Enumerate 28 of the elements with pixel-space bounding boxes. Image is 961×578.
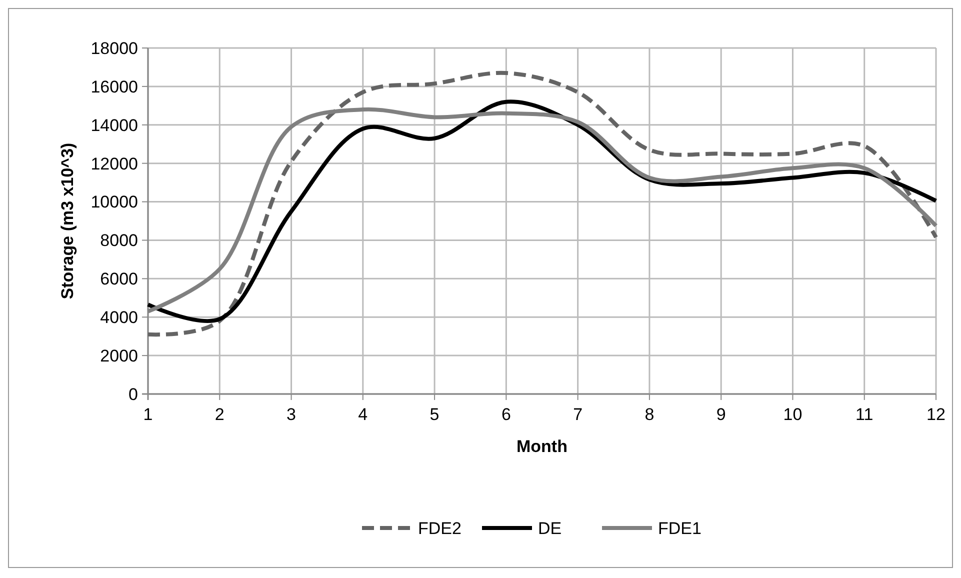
legend-label: DE bbox=[538, 518, 562, 538]
legend-label: FDE2 bbox=[418, 518, 462, 538]
y-axis-title: Storage (m3 x10^3) bbox=[58, 142, 77, 300]
x-tick-label: 4 bbox=[358, 405, 368, 424]
y-tick-label: 18000 bbox=[90, 38, 138, 58]
y-tick-label: 16000 bbox=[90, 77, 138, 96]
x-tick-label: 8 bbox=[644, 405, 654, 424]
x-tick-label: 1 bbox=[143, 405, 153, 424]
y-tick-label: 2000 bbox=[100, 346, 138, 366]
y-tick-label: 10000 bbox=[90, 192, 138, 212]
y-tick-label: 4000 bbox=[100, 308, 138, 328]
legend-label: FDE1 bbox=[658, 518, 702, 538]
x-axis-title: Month bbox=[516, 437, 568, 456]
x-tick-label: 2 bbox=[214, 405, 224, 424]
y-tick-label: 8000 bbox=[100, 231, 138, 250]
x-tick-label: 12 bbox=[926, 405, 946, 424]
x-tick-label: 10 bbox=[783, 405, 802, 424]
x-tick-label: 11 bbox=[856, 405, 874, 424]
x-tick-label: 5 bbox=[430, 405, 440, 424]
x-tick-label: 6 bbox=[501, 405, 511, 424]
y-tick-label: 12000 bbox=[90, 154, 138, 174]
y-tick-label: 0 bbox=[128, 384, 138, 404]
line-series bbox=[146, 70, 938, 337]
x-tick-label: 3 bbox=[286, 405, 296, 424]
x-tick-label: 9 bbox=[716, 405, 726, 424]
y-tick-label: 6000 bbox=[100, 270, 138, 289]
x-tick-label: 7 bbox=[573, 405, 583, 424]
y-tick-label: 14000 bbox=[90, 116, 138, 135]
